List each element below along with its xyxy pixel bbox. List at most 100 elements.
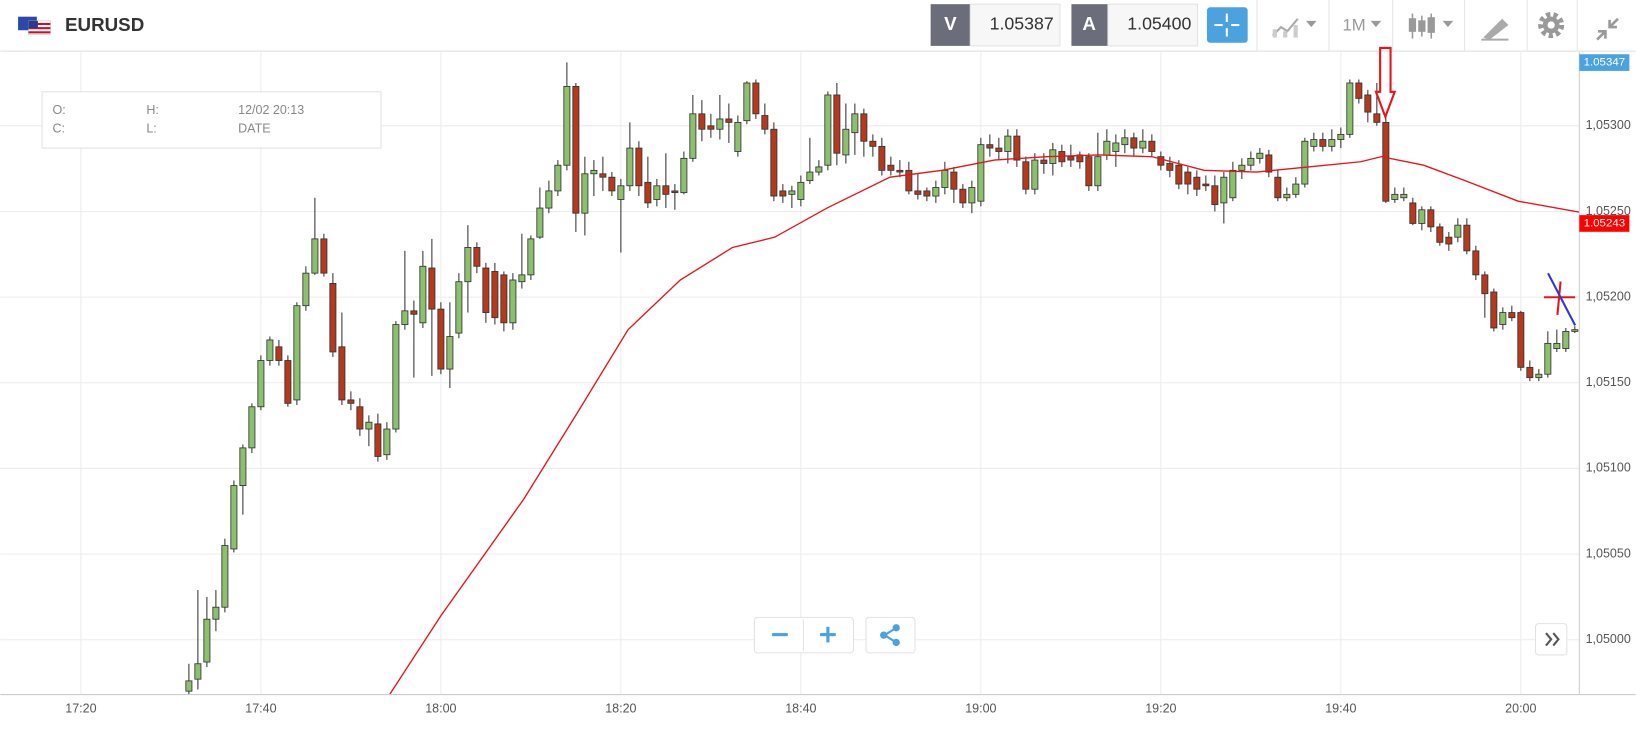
candle-body xyxy=(185,680,193,692)
candle-body xyxy=(1445,236,1453,245)
y-tick-label: 1,05050 xyxy=(1586,546,1631,560)
candle-body xyxy=(896,169,904,173)
candle-body xyxy=(239,447,247,486)
candle-body xyxy=(950,171,958,190)
candle-type-button[interactable] xyxy=(1408,13,1454,39)
candle-body xyxy=(455,281,463,334)
candle-body xyxy=(1508,312,1516,319)
candle-body xyxy=(698,113,706,130)
candle-body xyxy=(770,128,778,197)
candle-body xyxy=(374,423,382,457)
candle-body xyxy=(1103,140,1111,156)
candle-body xyxy=(626,147,634,187)
candle-body xyxy=(977,144,985,202)
candle-body xyxy=(1409,202,1417,224)
candle-body xyxy=(680,157,688,194)
candle-body xyxy=(1283,193,1291,199)
candle-body xyxy=(725,118,733,123)
candle-body xyxy=(1184,171,1192,185)
candle-body xyxy=(293,305,301,401)
candle-body xyxy=(932,187,940,197)
timeframe-caret[interactable] xyxy=(1370,20,1382,28)
x-tick-label: 17:40 xyxy=(245,701,276,715)
candle-body xyxy=(779,190,787,197)
candle-body xyxy=(1463,224,1471,252)
candle-body xyxy=(1022,161,1030,190)
candle-body xyxy=(194,663,202,680)
candle-body xyxy=(1157,156,1165,166)
candle-body xyxy=(221,545,229,608)
candle-body xyxy=(383,428,391,456)
candle-body xyxy=(671,190,679,194)
candle-body xyxy=(1040,159,1048,164)
settings-button[interactable] xyxy=(1538,11,1565,39)
candle-body xyxy=(851,113,859,134)
scroll-to-end-button[interactable] xyxy=(1535,623,1568,656)
candle-body xyxy=(311,238,319,274)
zoom-out-button[interactable] xyxy=(772,633,788,637)
candle-body xyxy=(1544,342,1552,375)
sell-label-box[interactable] xyxy=(930,4,971,46)
share-button[interactable] xyxy=(865,616,916,654)
candle-body xyxy=(1454,224,1462,238)
candle-body xyxy=(1418,209,1426,224)
sell-price[interactable]: 1.05387 xyxy=(990,14,1054,34)
crosshair-button[interactable] xyxy=(1207,7,1248,43)
candle-body xyxy=(959,188,967,204)
candle-body xyxy=(1121,137,1129,146)
candle-body xyxy=(1085,156,1093,187)
x-tick-label: 19:00 xyxy=(965,701,996,715)
candle-body xyxy=(1562,330,1570,349)
candle-body xyxy=(1337,133,1345,140)
y-tick-label: 1,05150 xyxy=(1586,375,1631,389)
price-tag-label: 1.05347 xyxy=(1584,57,1625,69)
candle-body xyxy=(1292,183,1300,195)
buy-label[interactable]: A xyxy=(1082,13,1096,34)
candle-body xyxy=(1355,82,1363,99)
candle-body xyxy=(815,166,823,173)
candle-body xyxy=(824,94,832,166)
candle-body xyxy=(743,82,751,122)
candle-body xyxy=(230,485,238,550)
arrow-annotation xyxy=(1374,46,1397,120)
candle-body xyxy=(509,279,517,324)
candle-body xyxy=(1346,82,1354,135)
series-layer xyxy=(185,62,1580,695)
ohlc-info-box: O: H: 12/02 20:13 C: L: DATE xyxy=(41,91,382,149)
candle-body xyxy=(1373,113,1381,123)
candle-body xyxy=(347,399,355,404)
candle-body xyxy=(500,274,508,324)
zoom-controls xyxy=(753,616,1568,656)
candle-body xyxy=(1031,159,1039,190)
buy-label-box[interactable] xyxy=(1071,4,1108,46)
candle-body xyxy=(482,267,490,313)
x-tick-label: 20:00 xyxy=(1505,701,1536,715)
candle-body xyxy=(1220,176,1228,204)
candle-body xyxy=(554,164,562,192)
candle-body xyxy=(365,421,373,430)
candle-body xyxy=(914,190,922,195)
candle-body xyxy=(1553,342,1561,349)
candle-body xyxy=(1319,139,1327,147)
sell-price-box[interactable] xyxy=(969,3,1061,47)
candle-body xyxy=(797,181,805,200)
candle-body xyxy=(1382,121,1390,202)
sell-label[interactable]: V xyxy=(944,13,957,34)
draw-tool-button[interactable] xyxy=(1481,18,1509,41)
candle-body xyxy=(1112,142,1120,152)
collapse-button[interactable] xyxy=(1596,17,1619,41)
chart-type-button[interactable] xyxy=(1271,18,1317,38)
timeframe[interactable]: 1M xyxy=(1342,15,1365,34)
candle-body xyxy=(1310,139,1318,147)
candle-body xyxy=(545,190,553,209)
candle-body xyxy=(1175,164,1183,185)
zoom-in-button[interactable] xyxy=(820,626,836,643)
candle-body xyxy=(1094,156,1102,187)
y-tick-label: 1,05100 xyxy=(1586,461,1631,475)
candle-body xyxy=(716,118,724,130)
buy-price[interactable]: 1.05400 xyxy=(1127,14,1191,34)
candle-body xyxy=(203,618,211,663)
candle-body xyxy=(599,173,607,178)
buy-price-box[interactable] xyxy=(1107,3,1199,47)
